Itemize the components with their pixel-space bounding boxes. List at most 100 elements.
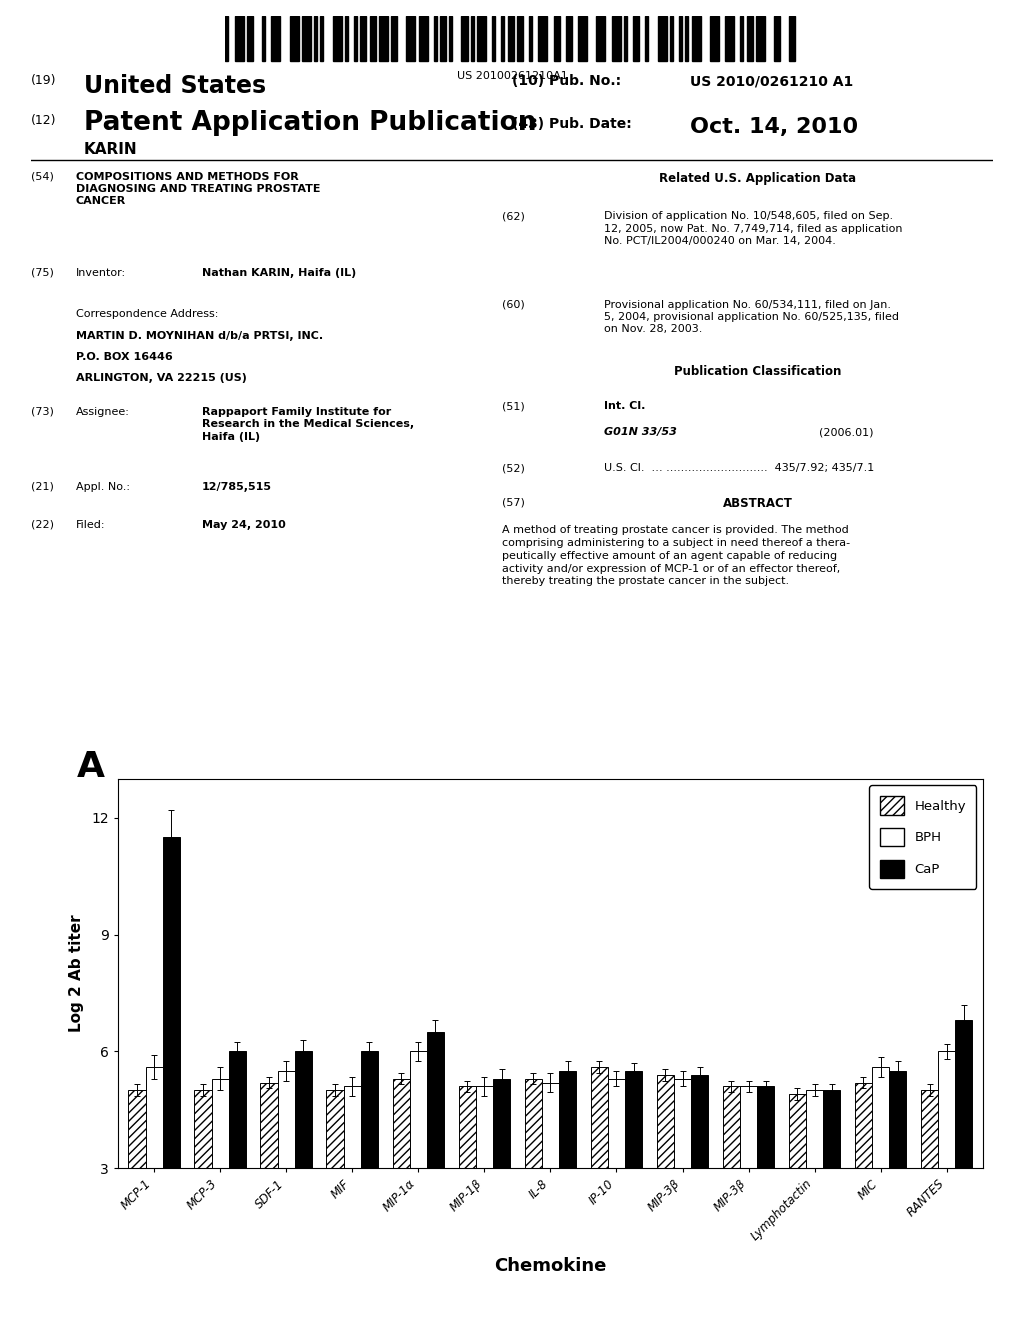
Bar xyxy=(392,1078,410,1286)
Bar xyxy=(725,16,734,61)
Text: (43) Pub. Date:: (43) Pub. Date: xyxy=(512,117,632,131)
Bar xyxy=(872,1067,889,1286)
Text: Nathan KARIN, Haifa (IL): Nathan KARIN, Haifa (IL) xyxy=(202,268,356,277)
Bar xyxy=(360,1051,378,1286)
Text: G01N 33/53: G01N 33/53 xyxy=(604,428,677,437)
Bar xyxy=(529,16,532,61)
Text: (21): (21) xyxy=(31,482,53,492)
Bar xyxy=(493,16,496,61)
Text: (51): (51) xyxy=(502,401,524,411)
Text: May 24, 2010: May 24, 2010 xyxy=(202,520,286,529)
Legend: Healthy, BPH, CaP: Healthy, BPH, CaP xyxy=(869,785,977,888)
Bar xyxy=(212,1078,228,1286)
Bar xyxy=(260,1082,278,1286)
Text: Oct. 14, 2010: Oct. 14, 2010 xyxy=(690,117,858,137)
Bar xyxy=(566,16,572,61)
Bar xyxy=(674,1078,691,1286)
Text: (60): (60) xyxy=(502,300,524,309)
Bar xyxy=(344,1086,360,1286)
Bar xyxy=(645,16,648,61)
Text: Division of application No. 10/548,605, filed on Sep.
12, 2005, now Pat. No. 7,7: Division of application No. 10/548,605, … xyxy=(604,211,903,246)
Text: Related U.S. Application Data: Related U.S. Application Data xyxy=(659,172,856,185)
Bar xyxy=(145,1067,163,1286)
Bar xyxy=(278,1071,295,1286)
Bar xyxy=(354,16,357,61)
Bar xyxy=(471,16,474,61)
Bar xyxy=(327,1090,344,1286)
Bar xyxy=(427,1032,444,1286)
Bar xyxy=(163,837,180,1286)
Bar xyxy=(450,16,453,61)
Bar xyxy=(740,16,743,61)
Bar xyxy=(889,1071,906,1286)
Bar xyxy=(345,16,348,61)
Bar xyxy=(333,16,342,61)
Text: (22): (22) xyxy=(31,520,53,529)
Bar xyxy=(938,1051,955,1286)
Bar xyxy=(321,16,324,61)
Bar xyxy=(379,16,388,61)
Text: (12): (12) xyxy=(31,114,56,127)
Text: KARIN: KARIN xyxy=(84,141,137,157)
Bar xyxy=(723,1086,740,1286)
Bar xyxy=(710,16,719,61)
Bar xyxy=(955,1020,973,1286)
Bar xyxy=(559,1071,577,1286)
Bar xyxy=(691,1074,709,1286)
Bar xyxy=(302,16,311,61)
Bar xyxy=(624,16,627,61)
Bar xyxy=(391,16,397,61)
Bar xyxy=(611,16,621,61)
Bar xyxy=(608,1078,625,1286)
Bar xyxy=(746,16,753,61)
Bar xyxy=(774,16,780,61)
Bar xyxy=(685,16,688,61)
Text: U.S. Cl.  … ............................  435/7.92; 435/7.1: U.S. Cl. … ............................ … xyxy=(604,463,874,473)
Bar xyxy=(539,16,548,61)
Bar xyxy=(579,16,587,61)
Bar xyxy=(314,16,317,61)
Text: US 2010/0261210 A1: US 2010/0261210 A1 xyxy=(690,74,853,88)
Bar xyxy=(517,16,523,61)
Text: ARLINGTON, VA 22215 (US): ARLINGTON, VA 22215 (US) xyxy=(76,372,247,383)
Y-axis label: Log 2 Ab titer: Log 2 Ab titer xyxy=(70,915,84,1032)
Bar xyxy=(459,1086,476,1286)
Bar xyxy=(440,16,446,61)
Bar xyxy=(434,16,437,61)
Bar xyxy=(554,16,560,61)
Text: Patent Application Publication: Patent Application Publication xyxy=(84,111,537,136)
Bar xyxy=(360,16,367,61)
Bar xyxy=(806,1090,823,1286)
Bar xyxy=(524,1078,542,1286)
Bar xyxy=(225,16,228,61)
Bar xyxy=(290,16,299,61)
Bar xyxy=(419,16,428,61)
Bar xyxy=(128,1090,145,1286)
Bar xyxy=(757,1086,774,1286)
Bar xyxy=(633,16,639,61)
Bar xyxy=(462,16,468,61)
Bar xyxy=(502,16,505,61)
Bar xyxy=(262,16,265,61)
Text: (62): (62) xyxy=(502,211,524,222)
Text: Correspondence Address:: Correspondence Address: xyxy=(76,309,218,319)
Text: COMPOSITIONS AND METHODS FOR
DIAGNOSING AND TREATING PROSTATE
CANCER: COMPOSITIONS AND METHODS FOR DIAGNOSING … xyxy=(76,172,321,206)
Text: Assignee:: Assignee: xyxy=(76,407,130,417)
Text: Inventor:: Inventor: xyxy=(76,268,126,277)
Bar xyxy=(195,1090,212,1286)
Text: A method of treating prostate cancer is provided. The method
comprising administ: A method of treating prostate cancer is … xyxy=(502,525,850,586)
Bar xyxy=(740,1086,757,1286)
Text: (10) Pub. No.:: (10) Pub. No.: xyxy=(512,74,622,88)
Bar xyxy=(788,1094,806,1286)
Bar xyxy=(407,16,416,61)
Bar xyxy=(679,16,682,61)
Bar xyxy=(596,16,605,61)
Bar xyxy=(790,16,796,61)
Text: (52): (52) xyxy=(502,463,524,473)
Text: Int. Cl.: Int. Cl. xyxy=(604,401,645,411)
Bar xyxy=(625,1071,642,1286)
Text: Filed:: Filed: xyxy=(76,520,105,529)
Text: Appl. No.:: Appl. No.: xyxy=(76,482,130,492)
Text: (75): (75) xyxy=(31,268,53,277)
Bar xyxy=(295,1051,312,1286)
